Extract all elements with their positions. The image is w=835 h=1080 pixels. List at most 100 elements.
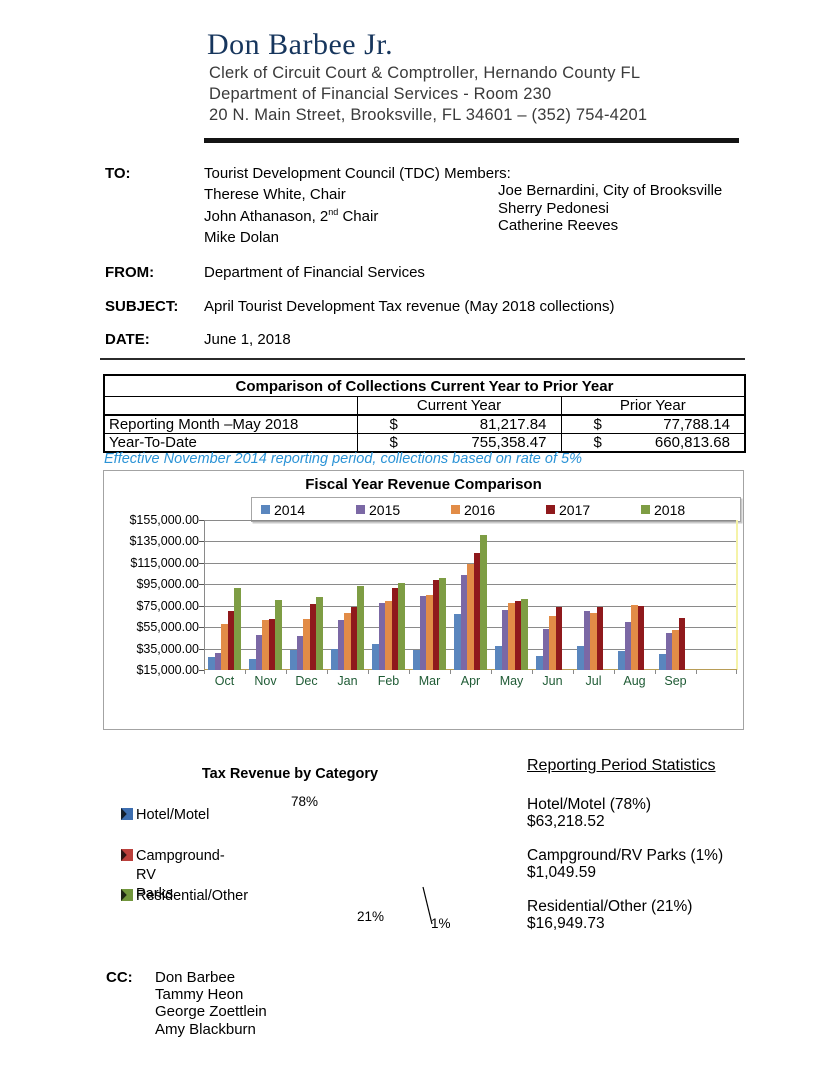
bar-plot: Oct Nov Dec Jan Feb Mar Apr May Jun Jul Aug Sep <box>199 520 738 688</box>
legend-swatch-icon <box>451 505 460 514</box>
pie-legend-label: Residential/Other <box>136 888 249 904</box>
bar-2018-May <box>521 599 528 670</box>
bar-2016-Jun <box>549 616 556 670</box>
x-axis-tick <box>327 670 328 674</box>
bar-2015-Aug <box>624 621 632 670</box>
y-axis-label: $135,000.00 <box>129 534 199 549</box>
y-axis-label: $15,000.00 <box>136 663 199 677</box>
bar-2014-Dec <box>290 649 297 670</box>
bar-2014-Jun <box>536 656 543 670</box>
legend-item-2016: 2016 <box>442 502 537 518</box>
stat-category: Hotel/Motel (78%) <box>527 796 652 813</box>
x-axis-tick <box>286 670 287 674</box>
legend-item-2018: 2018 <box>632 502 727 518</box>
bar-2014-Nov <box>249 659 256 670</box>
legend-item-2014: 2014 <box>252 502 347 518</box>
y-axis-tick <box>199 648 204 650</box>
bar-group-Dec <box>290 597 323 670</box>
y-axis-tick <box>199 541 204 543</box>
gridline <box>204 520 737 521</box>
y-axis-tick <box>199 627 204 629</box>
stat-item: Residential/Other (21%) $16,949.73 <box>527 898 807 932</box>
member: Sherry Pedonesi <box>498 199 609 217</box>
from-label: FROM: <box>105 264 155 281</box>
pie-legend-label: Hotel/Motel <box>136 807 210 823</box>
bar-2016-Apr <box>467 563 474 670</box>
bar-2014-Jan <box>331 648 338 670</box>
bar-2017-May <box>514 601 522 670</box>
bar-2015-Feb <box>378 602 386 670</box>
legend-swatch-icon <box>641 505 650 514</box>
x-axis-tick <box>204 670 205 674</box>
member: John Athanason, 2nd Chair <box>204 206 379 225</box>
prior-amount: $660,813.68 <box>593 434 731 451</box>
y-axis-tick <box>199 670 204 671</box>
bar-2017-Mar <box>432 580 440 670</box>
stat-category: Campground/RV Parks (1%) <box>527 847 724 864</box>
section-divider <box>100 358 745 360</box>
bar-2014-Aug <box>618 650 625 670</box>
stat-category: Residential/Other (21%) <box>527 898 693 915</box>
bar-chart: Fiscal Year Revenue Comparison 2014 2015 2… <box>103 470 744 730</box>
y-axis-tick <box>199 584 204 586</box>
bar-2015-Dec <box>296 635 304 670</box>
bar-2017-Jul <box>596 606 604 670</box>
swatch-bevel <box>121 889 127 901</box>
pie-legend-swatch-icon <box>121 889 133 901</box>
bar-2016-Mar <box>426 595 433 670</box>
bar-2016-Nov <box>262 619 269 670</box>
swatch-bevel <box>121 849 127 861</box>
bar-2018-Nov <box>275 600 282 670</box>
row-label: Year-To-Date <box>103 433 358 453</box>
x-axis-tick <box>409 670 410 674</box>
letterhead-line1: Clerk of Circuit Court & Comptroller, He… <box>209 64 641 82</box>
legend-swatch-icon <box>546 505 555 514</box>
bar-2016-Feb <box>385 601 392 670</box>
bar-group-Feb <box>372 583 405 670</box>
x-axis-label: Feb <box>377 674 400 688</box>
bar-2018-Oct <box>234 587 241 670</box>
y-axis-label: $75,000.00 <box>136 598 199 613</box>
cc-name: Don Barbee <box>155 969 236 986</box>
pie-label-78: 78% <box>291 794 319 809</box>
x-axis-label: Jun <box>542 674 563 688</box>
bar-group-Apr <box>454 535 487 670</box>
x-axis-label: Oct <box>214 674 235 688</box>
bar-2015-May <box>501 610 509 670</box>
y-axis-tick <box>199 562 204 564</box>
x-axis-tick <box>736 670 737 674</box>
pie-legend-item: Residential/Other <box>121 887 248 906</box>
table-col-prior: Prior Year <box>560 396 746 416</box>
comparison-table: Comparison of Collections Current Year t… <box>103 374 746 453</box>
x-axis-label: Dec <box>295 674 318 688</box>
bar-2018-Feb <box>398 583 405 670</box>
cc-name: Tammy Heon <box>155 986 244 1004</box>
pie-label-21: 21% <box>357 909 385 924</box>
bar-2017-Sep <box>678 617 686 670</box>
bar-chart-legend: 2014 2015 2016 2017 2018 <box>251 497 741 522</box>
letterhead-address: Clerk of Circuit Court & Comptroller, He… <box>209 63 647 126</box>
member: Mike Dolan <box>204 229 280 246</box>
bar-2014-Feb <box>372 644 379 670</box>
pie-legend-swatch-icon <box>121 849 133 861</box>
stat-amount: $16,949.73 <box>527 915 605 932</box>
bar-2014-Oct <box>208 657 215 670</box>
x-axis-tick <box>491 670 492 674</box>
legend-label: 2014 <box>274 501 306 518</box>
stat-item: Hotel/Motel (78%) $63,218.52 <box>527 796 807 830</box>
letterhead-line3: 20 N. Main Street, Brooksville, FL 34601… <box>209 106 648 124</box>
to-members-right: Joe Bernardini, City of Brooksville Sher… <box>498 182 798 235</box>
gridline <box>204 562 737 564</box>
bar-2015-Nov <box>255 634 263 670</box>
member: Therese White, Chair <box>204 186 346 203</box>
bar-2015-Apr <box>460 574 468 670</box>
pie-legend-swatch-icon <box>121 808 133 820</box>
bar-2016-Sep <box>672 630 679 670</box>
bar-2017-Apr <box>473 553 481 670</box>
x-axis-tick <box>450 670 451 674</box>
pie-legend-item: Hotel/Motel <box>121 806 209 825</box>
y-axis-label: $95,000.00 <box>136 577 199 592</box>
bar-2016-Aug <box>631 604 638 670</box>
x-axis-label: Apr <box>460 674 481 688</box>
